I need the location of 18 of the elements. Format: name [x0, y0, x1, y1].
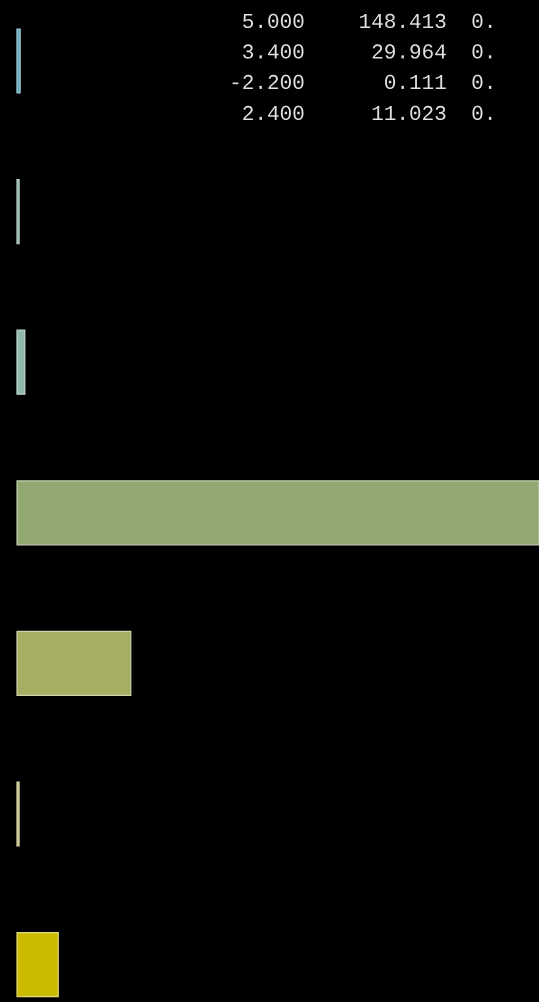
- bar: [16, 630, 132, 696]
- annotation: 0.: [472, 13, 492, 29]
- bar: [16, 178, 20, 245]
- annotation: 3.400: [243, 44, 304, 59]
- annotation: 0.111: [385, 74, 446, 90]
- annotation: 148.413: [360, 13, 446, 29]
- annotation: 0.: [472, 44, 492, 59]
- annotation: 2.400: [243, 105, 304, 121]
- annotation: 29.964: [372, 44, 446, 59]
- annotation: 0.: [472, 105, 492, 121]
- annotation: 0.: [472, 74, 492, 90]
- annotation: -2.200: [232, 74, 304, 90]
- annotation: 11.023: [372, 105, 446, 121]
- bar: [16, 932, 59, 998]
- bar: [16, 28, 21, 94]
- bar: [16, 781, 20, 847]
- bar: [16, 329, 26, 395]
- annotation: 5.000: [243, 13, 304, 29]
